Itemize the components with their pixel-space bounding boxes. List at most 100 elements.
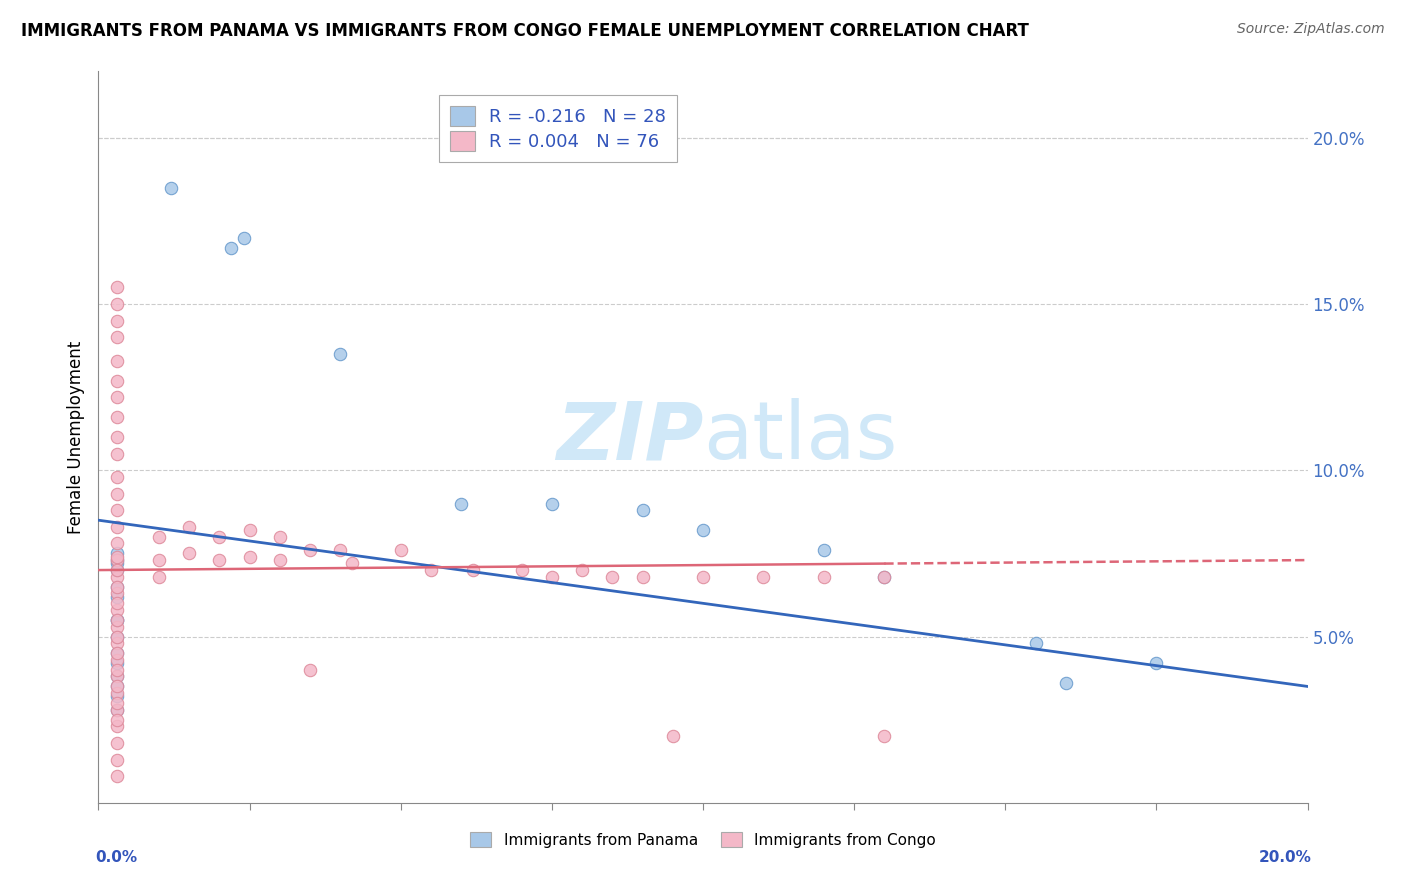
Point <box>1144 656 1167 670</box>
Point <box>105 619 128 633</box>
Point <box>105 570 128 584</box>
Point <box>105 563 128 577</box>
Point <box>105 503 128 517</box>
Point <box>221 241 243 255</box>
Point <box>105 769 128 783</box>
Point <box>105 680 128 694</box>
Point <box>389 543 412 558</box>
Point <box>105 553 128 567</box>
Point <box>105 549 128 564</box>
Text: Source: ZipAtlas.com: Source: ZipAtlas.com <box>1237 22 1385 37</box>
Point <box>752 570 775 584</box>
Y-axis label: Female Unemployment: Female Unemployment <box>66 341 84 533</box>
Point <box>105 536 128 550</box>
Point <box>105 580 128 594</box>
Point <box>105 646 128 660</box>
Point <box>105 374 128 388</box>
Point <box>105 669 128 683</box>
Text: 0.0%: 0.0% <box>94 850 136 865</box>
Point <box>269 530 291 544</box>
Point <box>299 543 322 558</box>
Point <box>105 630 128 644</box>
Legend: Immigrants from Panama, Immigrants from Congo: Immigrants from Panama, Immigrants from … <box>464 825 942 854</box>
Point <box>160 180 183 194</box>
Text: 20.0%: 20.0% <box>1258 850 1312 865</box>
Point <box>232 230 254 244</box>
Point <box>631 503 654 517</box>
Point <box>105 653 128 667</box>
Point <box>105 563 128 577</box>
Point <box>105 470 128 484</box>
Point <box>148 553 170 567</box>
Point <box>510 563 533 577</box>
Point <box>105 663 128 677</box>
Point <box>105 486 128 500</box>
Point <box>105 546 128 560</box>
Point <box>105 613 128 627</box>
Point <box>450 497 472 511</box>
Point <box>179 546 201 560</box>
Point <box>105 596 128 610</box>
Point <box>105 686 128 700</box>
Point <box>105 636 128 650</box>
Point <box>208 530 231 544</box>
Point <box>105 703 128 717</box>
Point <box>105 680 128 694</box>
Point <box>661 729 683 743</box>
Point <box>692 570 714 584</box>
Point <box>813 543 835 558</box>
Point <box>1024 636 1046 650</box>
Point <box>105 736 128 750</box>
Point <box>105 553 128 567</box>
Point <box>873 570 896 584</box>
Point <box>105 314 128 328</box>
Point <box>602 570 624 584</box>
Text: ZIP: ZIP <box>555 398 703 476</box>
Point <box>105 603 128 617</box>
Point <box>105 646 128 660</box>
Point <box>105 297 128 311</box>
Point <box>1054 676 1077 690</box>
Point <box>105 656 128 670</box>
Text: atlas: atlas <box>703 398 897 476</box>
Point <box>239 549 262 564</box>
Point <box>342 557 364 571</box>
Point <box>873 729 896 743</box>
Point <box>873 570 896 584</box>
Point <box>105 557 128 571</box>
Point <box>299 663 322 677</box>
Point <box>692 523 714 537</box>
Point <box>105 586 128 600</box>
Point <box>105 703 128 717</box>
Point <box>105 613 128 627</box>
Point <box>540 497 562 511</box>
Point <box>105 390 128 404</box>
Point <box>105 520 128 534</box>
Point <box>105 719 128 733</box>
Point <box>179 520 201 534</box>
Point <box>329 347 352 361</box>
Point <box>269 553 291 567</box>
Point <box>105 447 128 461</box>
Point <box>105 690 128 704</box>
Point <box>148 570 170 584</box>
Point <box>239 523 262 537</box>
Point <box>105 753 128 767</box>
Point <box>105 713 128 727</box>
Point <box>105 630 128 644</box>
Point <box>105 696 128 710</box>
Text: IMMIGRANTS FROM PANAMA VS IMMIGRANTS FROM CONGO FEMALE UNEMPLOYMENT CORRELATION : IMMIGRANTS FROM PANAMA VS IMMIGRANTS FRO… <box>21 22 1029 40</box>
Point <box>105 330 128 344</box>
Point <box>813 570 835 584</box>
Point <box>540 570 562 584</box>
Point <box>329 543 352 558</box>
Point <box>463 563 485 577</box>
Point <box>105 430 128 444</box>
Point <box>105 353 128 368</box>
Point <box>631 570 654 584</box>
Point <box>105 280 128 294</box>
Point <box>148 530 170 544</box>
Point <box>208 553 231 567</box>
Point <box>420 563 443 577</box>
Point <box>105 590 128 604</box>
